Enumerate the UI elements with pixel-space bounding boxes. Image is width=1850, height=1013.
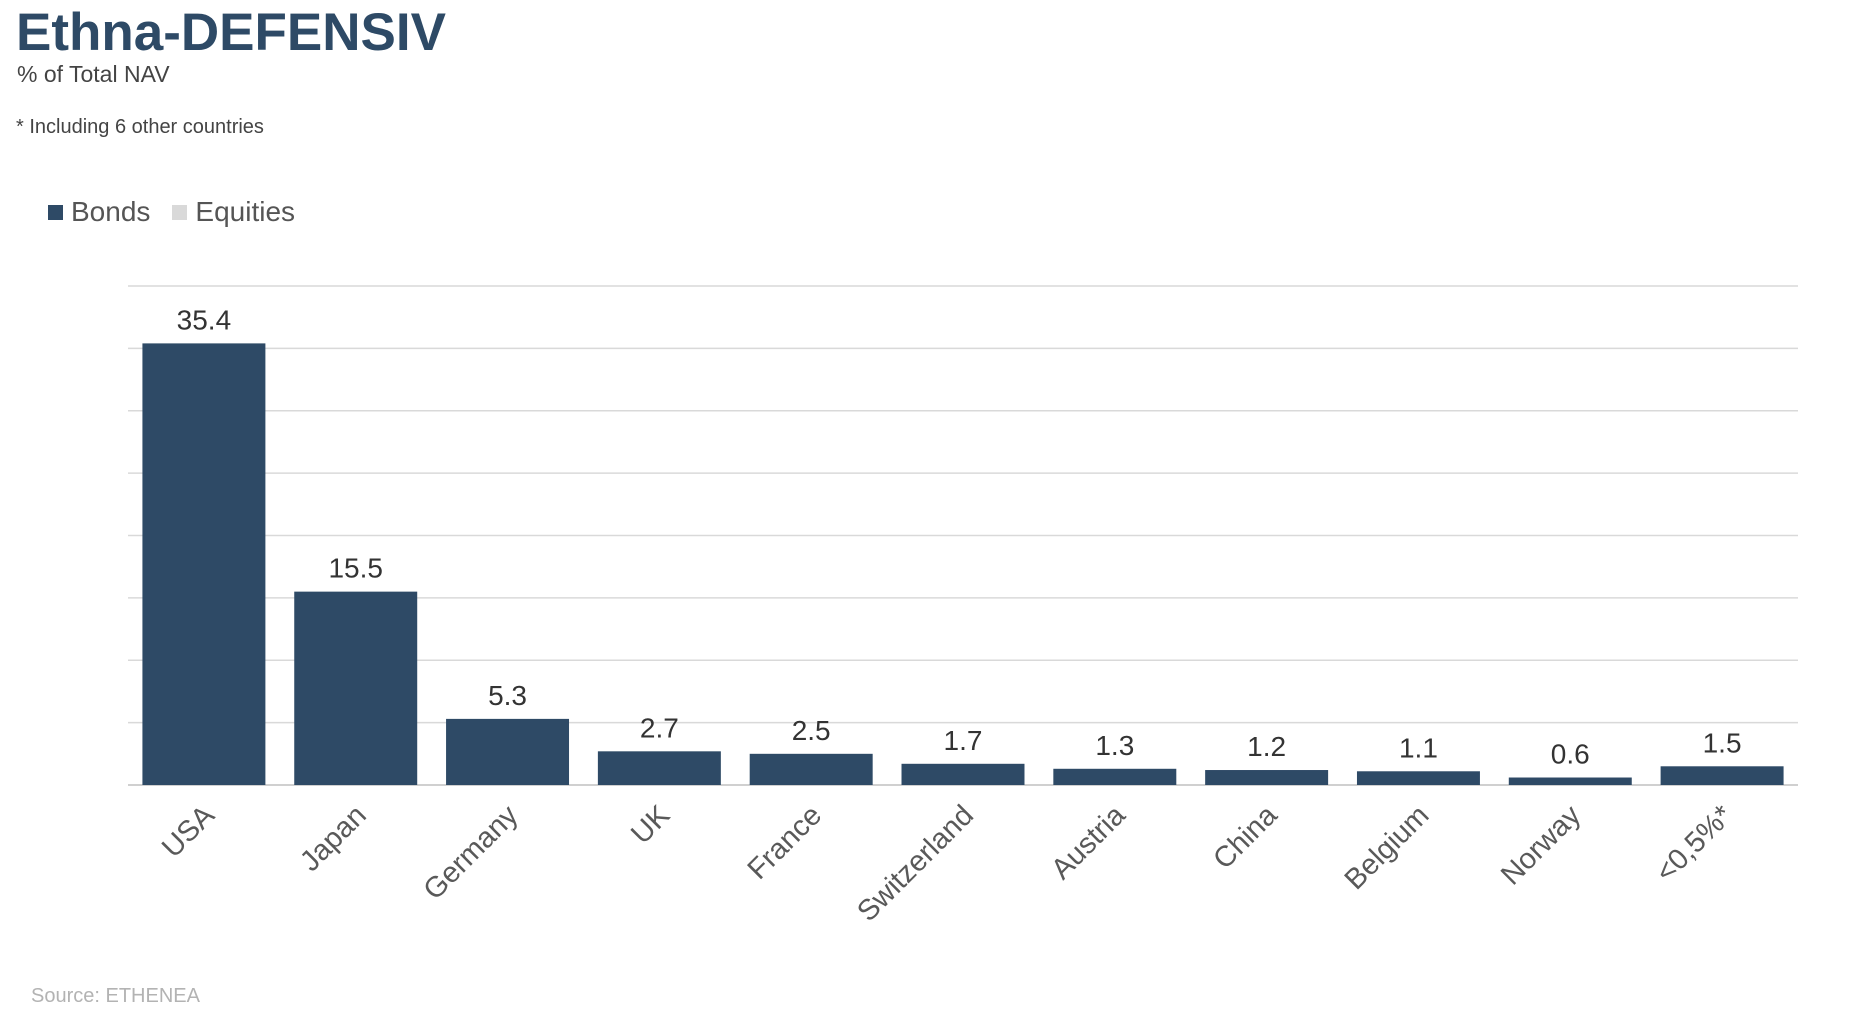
bar-bonds (446, 718, 570, 785)
bar-bonds (597, 751, 721, 785)
legend-label-equities: Equities (195, 196, 296, 227)
bar-bonds (1660, 766, 1784, 785)
data-label: 1.1 (1399, 732, 1438, 763)
x-tick-label: <0,5%* (1650, 799, 1739, 888)
legend-swatch-bonds (48, 204, 63, 220)
x-tick-label: Austria (1045, 799, 1132, 886)
data-label: 1.2 (1247, 731, 1286, 762)
data-label: 0.6 (1551, 739, 1590, 770)
legend-item-bonds: Bonds (48, 196, 150, 228)
bar-bonds (294, 591, 418, 785)
bar-bonds (1205, 770, 1329, 785)
legend-label-bonds: Bonds (71, 196, 151, 227)
legend-item-equities: Equities (172, 196, 295, 228)
data-label: 15.5 (328, 553, 383, 584)
bar-bonds (1053, 768, 1177, 785)
data-label: 2.7 (640, 712, 679, 743)
data-label: 1.7 (944, 725, 983, 756)
x-tick-label: Belgium (1339, 799, 1436, 896)
x-tick-label: Germany (418, 799, 525, 906)
data-label: 5.3 (488, 680, 527, 711)
x-tick-label: China (1207, 799, 1284, 876)
x-tick-label: USA (156, 799, 221, 864)
bar-bonds (1356, 771, 1480, 785)
x-tick-label: UK (625, 799, 677, 851)
chart-footnote: * Including 6 other countries (16, 116, 264, 138)
x-tick-label: Norway (1495, 799, 1587, 891)
data-label: 2.5 (792, 715, 831, 746)
data-label: 1.5 (1703, 727, 1742, 758)
x-tick-label: Japan (294, 799, 372, 877)
bar-bonds (901, 763, 1025, 785)
bar-bonds (749, 753, 873, 785)
data-label: 1.3 (1095, 730, 1134, 761)
chart-subtitle: % of Total NAV (17, 61, 170, 87)
chart-title: Ethna-DEFENSIV (16, 3, 446, 62)
bar-bonds (1508, 777, 1632, 785)
bar-bonds (142, 343, 266, 785)
source-note: Source: ETHENEA (31, 985, 200, 1007)
data-label: 35.4 (177, 304, 232, 335)
x-tick-label: France (742, 799, 828, 885)
x-tick-label: Switzerland (851, 799, 980, 928)
legend-swatch-equities (172, 204, 188, 220)
chart-legend: Bonds Equities (48, 196, 317, 228)
